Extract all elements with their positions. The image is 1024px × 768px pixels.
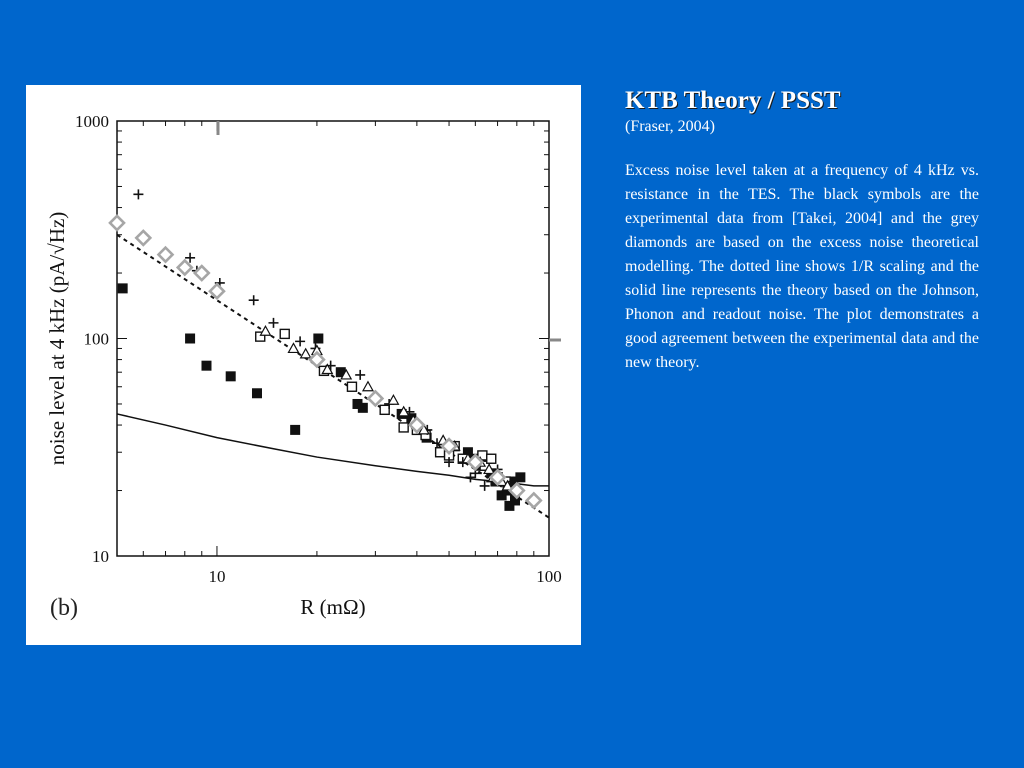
data-point-plus: [479, 480, 490, 491]
y-tick-label: 100: [84, 330, 110, 349]
data-point-filled-square: [357, 402, 368, 413]
solid-line-theory: [116, 413, 549, 487]
data-point-grey-diamond: [175, 258, 194, 277]
data-point-open-triangle: [259, 324, 272, 336]
data-point-filled-square: [352, 398, 363, 409]
data-point-plus: [295, 336, 306, 347]
panel-label: (b): [50, 595, 78, 621]
scatter-plot: 10 100 10 100 1000 R (mΩ) noise level at 4 kHz…: [45, 112, 562, 621]
data-point-open-square: [279, 328, 290, 340]
data-point-filled-square: [225, 371, 236, 382]
data-point-open-triangle: [321, 363, 334, 375]
data-point-grey-diamond: [308, 350, 326, 369]
data-point-plus: [268, 317, 279, 328]
data-point-filled-square: [313, 333, 324, 344]
data-point-plus: [444, 457, 455, 468]
data-point-open-triangle: [483, 463, 496, 475]
slide-citation: (Fraser, 2004): [625, 118, 715, 135]
y-axis-label: noise level at 4 kHz (pA/√Hz): [45, 212, 69, 466]
dotted-line-1-over-r: [116, 233, 550, 519]
data-point-filled-square: [462, 447, 473, 458]
data-point-filled-square: [510, 495, 521, 506]
data-point-open-triangle: [501, 479, 514, 491]
data-point-open-triangle: [361, 380, 375, 392]
x-tick-label: 100: [536, 567, 562, 586]
data-point-plus: [355, 369, 366, 380]
x-axis-label: R (mΩ): [300, 595, 365, 619]
data-point-grey-diamond: [466, 453, 485, 472]
data-point-open-triangle: [397, 405, 410, 417]
data-point-filled-square: [496, 490, 507, 501]
y-tick-label: 10: [92, 547, 109, 566]
data-point-filled-square: [290, 424, 301, 435]
data-point-grey-diamond: [524, 491, 543, 510]
data-point-grey-diamond: [108, 214, 126, 232]
data-point-filled-square: [117, 283, 128, 294]
data-point-filled-square: [201, 360, 212, 371]
data-point-open-triangle: [287, 342, 300, 354]
data-point-open-triangle: [387, 394, 400, 405]
data-point-filled-square: [251, 388, 262, 399]
data-point-filled-square: [335, 367, 346, 378]
data-point-filled-square: [185, 333, 196, 344]
data-point-grey-diamond: [366, 389, 385, 408]
data-point-plus: [248, 295, 259, 306]
data-point-grey-diamond: [488, 468, 507, 487]
data-point-open-square: [255, 331, 266, 342]
data-point-filled-square: [504, 500, 515, 511]
x-tick-label: 10: [208, 567, 225, 586]
data-point-plus: [508, 476, 519, 487]
slide-title: KTB Theory / PSST: [625, 87, 841, 114]
data-point-grey-diamond: [134, 229, 153, 247]
data-point-open-square: [398, 422, 409, 433]
data-point-filled-square: [515, 472, 526, 483]
data-point-open-triangle: [340, 368, 353, 380]
data-point-grey-diamond: [192, 264, 211, 282]
data-point-grey-diamond: [440, 437, 458, 455]
data-point-open-square: [346, 381, 358, 392]
data-point-grey-diamond: [156, 245, 175, 264]
text-panel: KTB Theory / PSST (Fraser, 2004) Excess …: [625, 87, 979, 375]
data-point-plus: [133, 189, 144, 200]
data-point-grey-diamond: [408, 416, 426, 434]
data-point-open-square: [486, 453, 497, 464]
slide-body: Excess noise level taken at a frequency …: [625, 162, 979, 371]
data-point-grey-diamond: [507, 481, 526, 500]
data-point-plus: [185, 252, 196, 263]
chart-figure: 10 100 10 100 1000 R (mΩ) noise level at 4 kHz…: [26, 85, 581, 645]
data-point-open-triangle: [299, 347, 312, 359]
data-point-open-triangle: [417, 423, 430, 435]
y-tick-label: 1000: [75, 112, 109, 131]
data-point-grey-diamond: [208, 282, 226, 301]
data-point-open-square: [379, 404, 390, 416]
